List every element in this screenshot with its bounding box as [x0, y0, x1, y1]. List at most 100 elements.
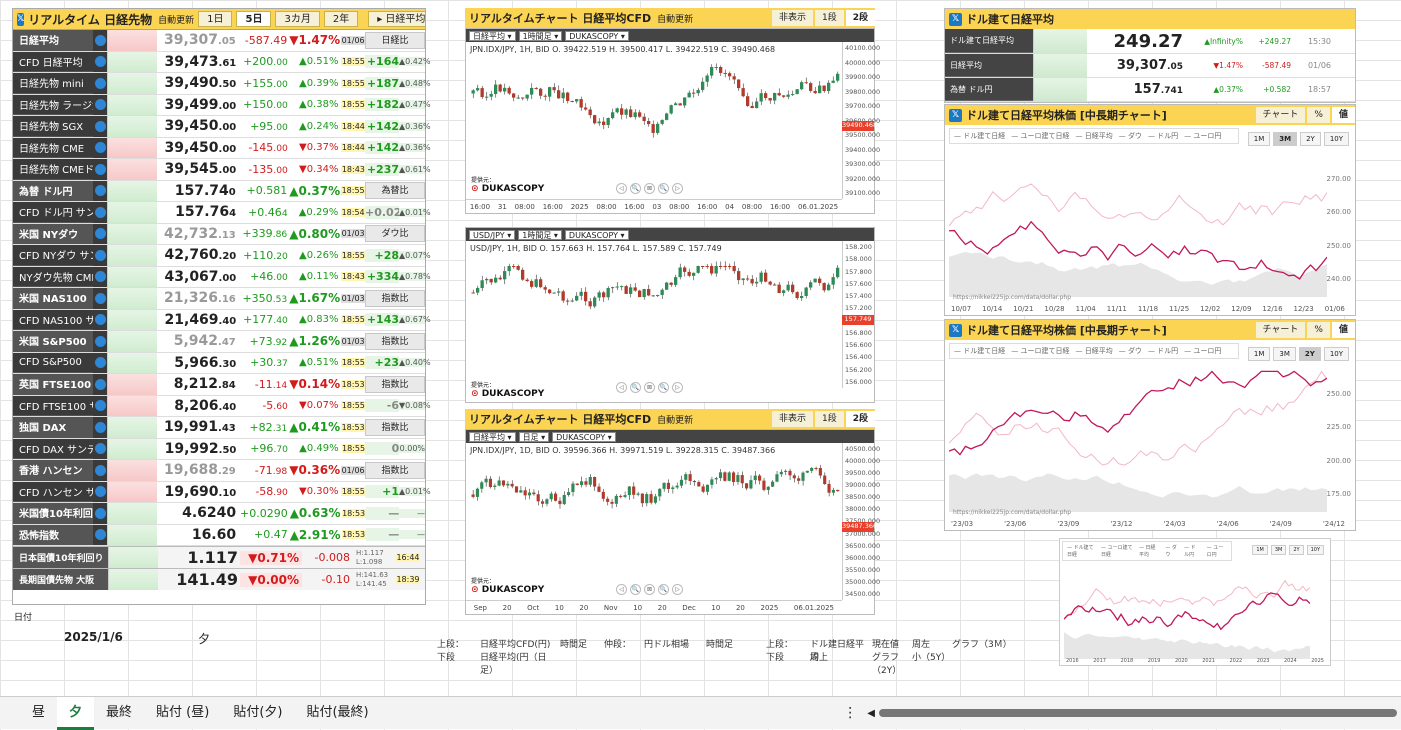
legend-item[interactable]: — ドル円 — [1184, 545, 1196, 558]
market-row[interactable]: CFD DAX サンデー 19,992.50 +96.70 ▲0.49% 18:… — [13, 438, 426, 460]
legend-item[interactable]: — ドル円 — [1147, 347, 1179, 355]
value-mode-button[interactable]: 値 — [1331, 322, 1355, 338]
bond-row[interactable]: 日本国債10年利回り 1.117 ▼0.71% -0.008 H:1.117 L:… — [13, 546, 425, 568]
market-row[interactable]: 独国 DAX 19,991.43 +82.31 ▲0.41% 18:53 指数比 — [13, 417, 425, 439]
dollar-row[interactable]: ドル建て日経平均 249.27 ▲Infinity% +249.27 15:30 — [945, 29, 1355, 54]
market-row[interactable]: 恐怖指数 16.60 +0.47 ▲2.91% 18:53— — — [13, 524, 425, 546]
legend-item[interactable]: — ユーロ建て日経 — [1011, 347, 1070, 355]
legend-item[interactable]: — ユーロ円 — [1206, 545, 1224, 558]
market-row[interactable]: 日経先物 ラージ大阪 39,499.00 +150.00 ▲0.38% 18:5… — [13, 94, 431, 116]
chart-control-icon[interactable]: ◁ — [616, 584, 627, 595]
period-button[interactable]: 3M — [1273, 347, 1296, 361]
chart-select[interactable]: DUKASCOPY ▾ — [552, 431, 616, 442]
market-row[interactable]: NYダウ先物 CME 43,067.00 +46.00 ▲0.11% 18:43… — [13, 266, 431, 288]
scroll-left-icon[interactable]: ◀ — [867, 707, 875, 719]
sheet-tab[interactable]: 貼付 (昼) — [156, 704, 210, 720]
one-row-button[interactable]: 1段 — [815, 10, 844, 26]
range-tab[interactable]: 5日 — [236, 11, 272, 27]
legend-item[interactable]: — ダウ — [1118, 132, 1142, 140]
market-row[interactable]: 香港 ハンセン 19,688.29 -71.98 ▼0.36% 01/06 指数比 — [13, 460, 425, 482]
sheet-tab[interactable]: 昼 — [32, 704, 46, 720]
chart-select[interactable]: DUKASCOPY ▾ — [564, 229, 629, 240]
market-row[interactable]: CFD ドル円 サンデー 157.764 +0.464 ▲0.29% 18:54… — [13, 202, 431, 224]
dollar-row[interactable]: 為替 ドル円 157.741 ▲0.37% +0.582 18:57 — [945, 78, 1355, 102]
legend-item[interactable]: — ドル建て日経 — [954, 132, 1006, 140]
compare-button[interactable]: 指数比 — [365, 332, 425, 350]
market-row[interactable]: CFD FTSE100 サンデー 8,206.40 -5.60 ▼0.07% 1… — [13, 395, 431, 417]
dollar-row[interactable]: 日経平均 39,307.05 ▼1.47% -587.49 01/06 — [945, 54, 1355, 78]
compare-button[interactable]: 指数比 — [365, 461, 425, 479]
x-share-icon-2[interactable]: 𝕏 — [949, 12, 962, 26]
percent-mode-button[interactable]: % — [1307, 322, 1330, 338]
two-row-button-2[interactable]: 2段 — [845, 411, 875, 427]
market-row[interactable]: 英国 FTSE100 8,212.84 -11.14 ▼0.14% 18:53 指… — [13, 374, 425, 396]
chart-select[interactable]: 1時間足 ▾ — [518, 229, 562, 240]
sheet-tab[interactable]: 最終 — [106, 704, 133, 720]
compare-button[interactable]: ダウ比 — [365, 225, 425, 243]
chart-control-icon[interactable]: ◁ — [616, 183, 627, 194]
chart-control-icon[interactable]: ▷ — [672, 382, 683, 393]
hide-button-2[interactable]: 非表示 — [771, 411, 813, 427]
chart-control-icon[interactable]: 🔍 — [630, 382, 641, 393]
period-button[interactable]: 3M — [1270, 545, 1287, 555]
chart-mode-button[interactable]: チャート — [1255, 322, 1306, 338]
market-row[interactable]: 米国債10年利回り 4.6240 +0.0290 ▲0.63% 18:53—— — [13, 503, 425, 525]
cfd-hourly-chart[interactable]: 日経平均 ▾ 1時間足 ▾ DUKASCOPY ▾ JPN.IDX/JPY, 1H, … — [465, 28, 880, 214]
chart-control-icon[interactable]: ⊠ — [644, 382, 655, 393]
one-row-button-2[interactable]: 1段 — [815, 411, 844, 427]
range-tab[interactable]: 3カ月 — [275, 11, 320, 27]
market-row[interactable]: 日経先物 CME 39,450.00 -145.00 ▼0.37% 18:44 +… — [13, 137, 431, 159]
horizontal-scrollbar[interactable] — [879, 709, 1397, 717]
chart-control-icon[interactable]: ◁ — [616, 382, 627, 393]
period-button[interactable]: 10Y — [1306, 545, 1324, 555]
chart-control-icon[interactable]: 🔍 — [658, 584, 669, 595]
more-options-icon[interactable]: ⋮ — [843, 705, 858, 721]
sheet-tab[interactable]: 貼付(最終) — [306, 704, 369, 720]
legend-item[interactable]: — ユーロ建て日経 — [1011, 132, 1070, 140]
x-share-icon[interactable]: 𝕏 — [949, 108, 962, 122]
market-row[interactable]: CFD S&P500 5,966.30 +30.37 ▲0.51% 18:55 +… — [13, 352, 431, 374]
market-row[interactable]: 米国 S&P500 5,942.47 +73.92 ▲1.26% 01/03 指数… — [13, 331, 425, 353]
legend-item[interactable]: — ドル建て日経 — [1067, 545, 1094, 558]
period-button[interactable]: 2Y — [1289, 545, 1304, 555]
percent-mode-button[interactable]: % — [1307, 107, 1330, 123]
legend-item[interactable]: — ユーロ円 — [1184, 132, 1222, 140]
compare-button[interactable]: 指数比 — [365, 418, 425, 436]
market-row[interactable]: 日経先物 mini 39,490.50 +155.00 ▲0.39% 18:55… — [13, 73, 431, 95]
market-row[interactable]: 日経先物 SGX 39,450.00 +95.00 ▲0.24% 18:44 +1… — [13, 116, 431, 138]
nikkei-daily-chart[interactable]: 日経平均 ▾ 日足 ▾ DUKASCOPY ▾ JPN.IDX/JPY, 1D, BI… — [465, 429, 880, 615]
legend-item[interactable]: — ダウ — [1118, 347, 1142, 355]
market-row[interactable]: 日経平均 39,307.05 -587.49 ▼1.47% 01/06 日経比 — [13, 30, 425, 52]
period-button[interactable]: 1M — [1247, 347, 1271, 361]
legend-item[interactable]: — ユーロ円 — [1184, 347, 1222, 355]
compare-button[interactable]: 日経比 — [365, 31, 425, 49]
chart-control-icon[interactable]: ⊠ — [644, 584, 655, 595]
period-button[interactable]: 10Y — [1323, 347, 1349, 361]
legend-item[interactable]: — ダウ — [1165, 545, 1177, 558]
add-sheet-button[interactable] — [421, 697, 445, 730]
sheet-tab[interactable]: 貼付(夕) — [233, 704, 283, 720]
legend-item[interactable]: — ユーロ建て日経 — [1101, 545, 1133, 558]
date-value[interactable]: 2025/1/6 — [64, 630, 123, 644]
legend-item[interactable]: — 日経平均 — [1138, 545, 1156, 558]
chart-select[interactable]: 日経平均 ▾ — [469, 431, 516, 442]
value-mode-button[interactable]: 値 — [1331, 107, 1355, 123]
chart-select[interactable]: DUKASCOPY ▾ — [565, 30, 629, 41]
period-button[interactable]: 10Y — [1323, 132, 1349, 146]
legend-item[interactable]: — 日経平均 — [1075, 347, 1113, 355]
legend-item[interactable]: — ドル建て日経 — [954, 347, 1006, 355]
x-share-icon[interactable]: 𝕏 — [949, 323, 962, 337]
market-row[interactable]: 米国 NAS100 21,326.16 +350.53 ▲1.67% 01/03… — [13, 288, 425, 310]
compare-button[interactable]: 指数比 — [365, 289, 425, 307]
period-button[interactable]: 2Y — [1298, 347, 1321, 361]
period-button[interactable]: 1M — [1252, 545, 1268, 555]
market-row[interactable]: 為替 ドル円 157.740 +0.581 ▲0.37% 18:55 為替比 — [13, 180, 425, 202]
chart-control-icon[interactable]: ⊠ — [644, 183, 655, 194]
session-value[interactable]: 夕 — [198, 632, 211, 646]
compare-button[interactable]: 指数比 — [365, 375, 425, 393]
chart-select[interactable]: 日足 ▾ — [518, 431, 550, 442]
range-tab[interactable]: 2年 — [323, 11, 359, 27]
market-row[interactable]: CFD 日経平均 39,473.61 +200.00 ▲0.51% 18:55 +… — [13, 51, 431, 73]
market-row[interactable]: 米国 NYダウ 42,732.13 +339.86 ▲0.80% 01/03 ダウ… — [13, 223, 425, 245]
chart-control-icon[interactable]: 🔍 — [630, 183, 641, 194]
